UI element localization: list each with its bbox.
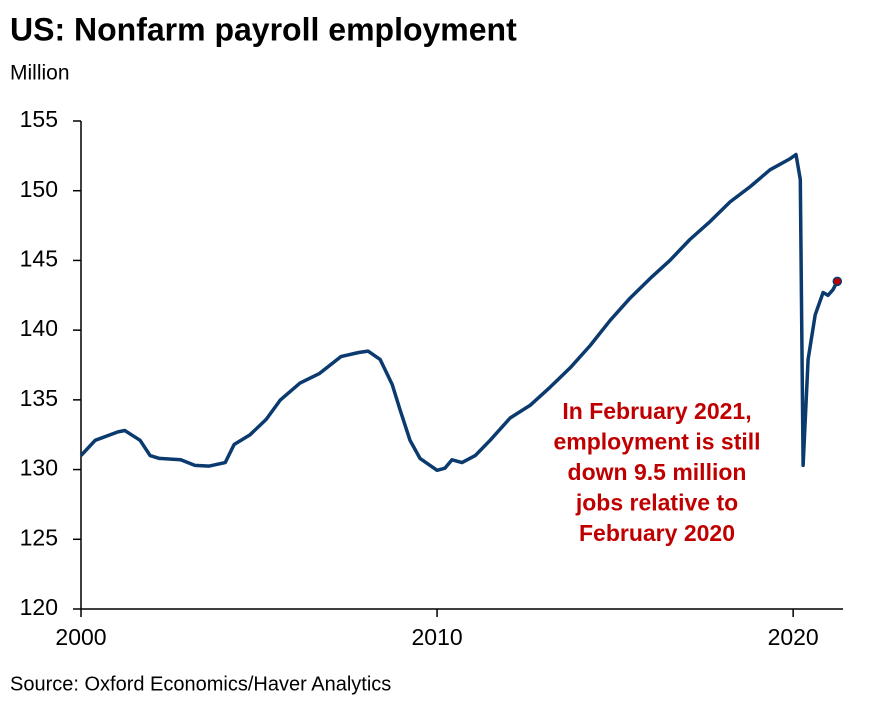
chart-subtitle: Million (10, 62, 70, 85)
y-tick-label: 130 (20, 455, 58, 481)
y-tick-label: 155 (20, 106, 58, 132)
annotation: down 9.5 million (568, 459, 747, 485)
source: Source: Oxford Economics/Haver Analytics (10, 673, 391, 695)
y-tick-label: 120 (20, 594, 58, 620)
y-tick-label: 140 (20, 315, 58, 341)
y-tick-label: 145 (20, 246, 58, 272)
x-tick-label: 2020 (768, 624, 819, 650)
chart-title: US: Nonfarm payroll employment (10, 11, 517, 47)
y-tick-label: 125 (20, 524, 58, 550)
x-tick-label: 2010 (411, 624, 462, 650)
line (79, 152, 839, 473)
y-tick-label: 135 (20, 385, 58, 411)
x-tick-label: 2000 (55, 624, 106, 650)
last-point-marker (832, 276, 843, 287)
annotation: employment is still (553, 429, 760, 455)
annotation: jobs relative to (575, 490, 738, 516)
y-tick-label: 150 (20, 176, 58, 202)
annotation: February 2020 (579, 520, 735, 546)
annotation: In February 2021, (562, 398, 751, 424)
